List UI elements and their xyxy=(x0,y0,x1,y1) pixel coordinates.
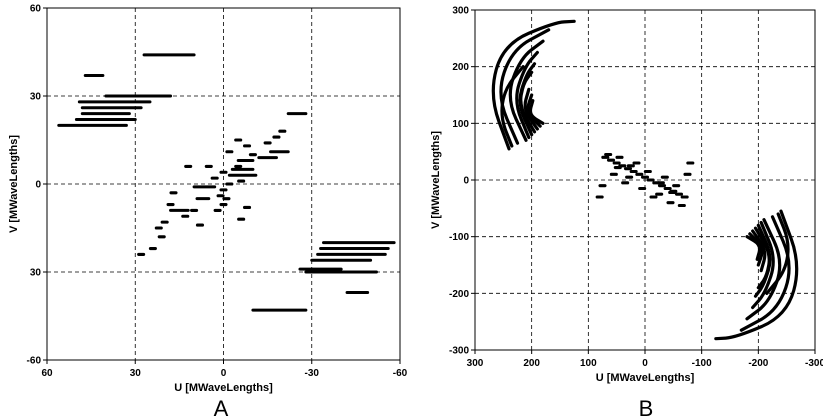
b-x-tick-label: 100 xyxy=(580,358,597,369)
a-x-tick-label: -30 xyxy=(305,368,320,379)
a-y-tick-label: 60 xyxy=(30,4,42,15)
a-y-axis-label: V [MWaveLengths] xyxy=(8,135,20,233)
a-y-tick-label: -60 xyxy=(27,356,42,367)
a-y-tick-label: 0 xyxy=(35,180,41,191)
a-x-tick-label: 30 xyxy=(130,368,142,379)
b-y-tick-label: 300 xyxy=(452,6,469,17)
panel-label-b: B xyxy=(639,396,654,420)
b-y-tick-label: 0 xyxy=(463,176,469,187)
b-x-tick-label: -300 xyxy=(805,358,823,369)
b-x-tick-label: -100 xyxy=(692,358,712,369)
b-y-tick-label: 100 xyxy=(452,119,469,130)
b-x-tick-label: 0 xyxy=(642,358,648,369)
panel-label-a: A xyxy=(214,396,229,420)
a-y-tick-label: 30 xyxy=(30,92,42,103)
b-y-tick-label: -300 xyxy=(449,346,469,357)
b-x-tick-label: 300 xyxy=(467,358,484,369)
b-y-tick-label: -200 xyxy=(449,289,469,300)
a-x-tick-label: -60 xyxy=(393,368,408,379)
a-x-axis-label: U [MWaveLengths] xyxy=(174,382,273,394)
b-y-tick-label: 200 xyxy=(452,62,469,73)
a-y-tick-label: 30 xyxy=(30,268,42,279)
b-x-axis-label: U [MWaveLengths] xyxy=(596,372,695,384)
b-y-tick-label: -100 xyxy=(449,232,469,243)
panel-b-plot: 300 200 100 0 -100 -200 -3003002001000-100-200… xyxy=(430,6,823,385)
b-y-axis-label: V [MWaveLengths] xyxy=(430,131,442,229)
b-x-tick-label: 200 xyxy=(523,358,540,369)
a-x-tick-label: 60 xyxy=(41,368,53,379)
b-x-tick-label: -200 xyxy=(748,358,768,369)
a-x-tick-label: 0 xyxy=(221,368,227,379)
